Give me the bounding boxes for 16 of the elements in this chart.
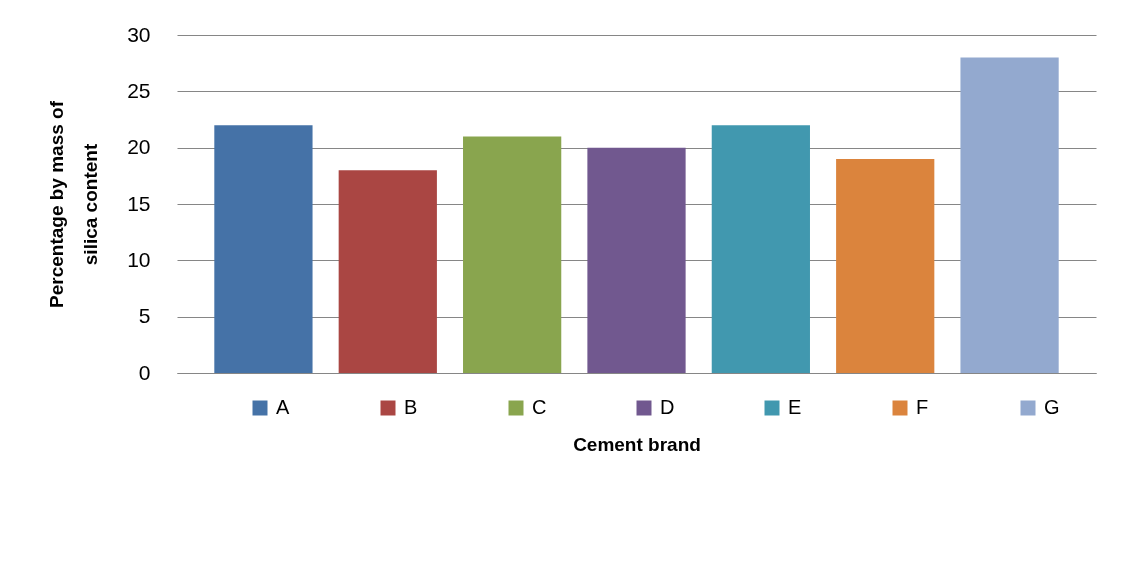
y-axis-title: Percentage by mass of silica content [46, 100, 102, 308]
legend-label: A [276, 396, 290, 418]
y-tick-label: 5 [138, 304, 151, 328]
y-tick-label: 0 [138, 360, 151, 384]
legend-label: D [660, 396, 675, 418]
legend-label: E [788, 396, 802, 418]
legend-label: G [1044, 396, 1060, 418]
y-tick-label: 10 [127, 247, 151, 271]
y-tick-label: 30 [127, 22, 151, 46]
legend-label: F [916, 396, 929, 418]
y-tick-label: 20 [127, 135, 151, 159]
legend-label: B [404, 396, 418, 418]
legend-label: C [532, 396, 547, 418]
x-axis-title: Cement brand [573, 433, 701, 455]
y-tick-label: 15 [127, 191, 151, 215]
y-tick-label: 25 [127, 78, 151, 102]
